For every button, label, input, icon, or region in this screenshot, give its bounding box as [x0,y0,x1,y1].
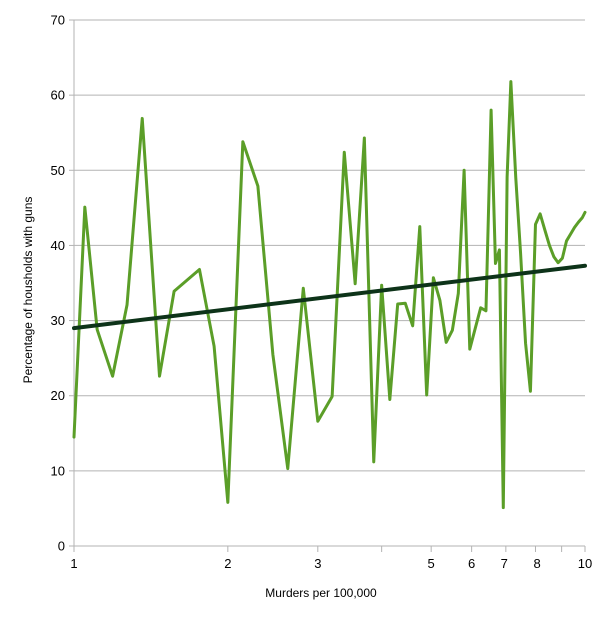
y-tick-label-10: 10 [51,463,65,478]
y-tick-label-40: 40 [51,238,65,253]
y-tick-label-50: 50 [51,163,65,178]
y-tick-label-0: 0 [58,539,65,554]
x-tick-label-6: 6 [468,556,475,571]
y-tick-label-60: 60 [51,88,65,103]
y-tick-label-30: 30 [51,313,65,328]
x-tick-labels: 1 2 3 5 6 7 8 10 [70,556,592,571]
trend-line [72,263,587,331]
axes [69,19,586,552]
x-tick-label-5: 5 [428,556,435,571]
x-tick-label-3: 3 [314,556,321,571]
series [72,80,587,510]
x-tick-label-7: 7 [501,556,508,571]
x-tick-label-2: 2 [224,556,231,571]
grid-lines [74,19,585,472]
y-tick-labels: 0 10 20 30 40 50 60 70 [51,13,65,554]
x-tick-label-10: 10 [578,556,592,571]
y-axis-title: Percentage of housholds with guns [21,197,35,384]
series-line-guns [72,80,587,510]
y-tick-label-20: 20 [51,388,65,403]
x-tick-label-1: 1 [70,556,77,571]
x-tick-label-8: 8 [533,556,540,571]
x-axis-title: Murders per 100,000 [265,586,377,600]
y-tick-label-70: 70 [51,13,65,28]
